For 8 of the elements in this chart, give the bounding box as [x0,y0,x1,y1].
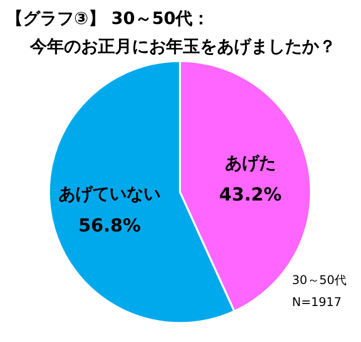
data-label: 43.2% [219,184,282,206]
chart-subtitle: 今年のお正月にお年玉をあげましたか？ [29,37,336,57]
text: 30～50代 [292,273,347,287]
data-label: 56.8% [78,215,141,236]
slice-label: あげた [224,154,276,174]
chart-title: 【グラフ③】 30～50代： [6,9,210,29]
slice-label: あげていない [58,184,161,204]
text: N=1917 [292,295,342,309]
